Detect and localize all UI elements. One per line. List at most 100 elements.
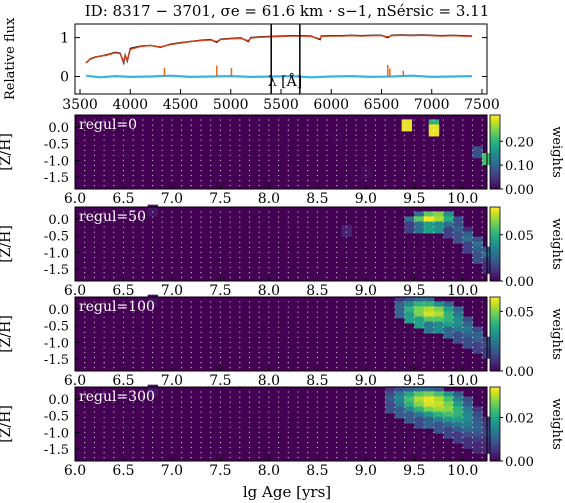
template-dot <box>161 457 163 459</box>
template-dot <box>229 169 231 172</box>
template-dot <box>384 406 386 408</box>
colorbar-band <box>490 276 500 280</box>
template-dot <box>316 256 318 259</box>
template-dot <box>413 341 415 343</box>
template-dot <box>307 421 309 423</box>
template-dot <box>190 367 192 369</box>
colorbar-band <box>490 346 500 350</box>
template-dot <box>190 346 192 349</box>
template-dot <box>413 362 415 364</box>
template-dot <box>93 311 95 313</box>
template-dot <box>471 164 474 167</box>
template-dot <box>190 401 192 403</box>
template-dot <box>336 406 338 408</box>
template-dot <box>355 277 357 279</box>
template-dot <box>142 331 144 333</box>
template-dot <box>452 174 454 177</box>
template-dot <box>433 356 435 359</box>
template-dot <box>316 336 318 338</box>
template-dot <box>103 401 105 403</box>
template-dot <box>229 321 231 323</box>
template-dot <box>171 311 173 313</box>
template-dot <box>345 174 347 177</box>
template-dot <box>345 321 347 323</box>
template-dot <box>394 129 396 131</box>
template-dot <box>433 261 435 264</box>
template-dot <box>113 119 115 121</box>
colorbar-band <box>490 451 500 455</box>
template-dot <box>103 266 105 269</box>
regul-annotation: regul=100 <box>79 299 155 315</box>
template-dot <box>433 256 435 259</box>
template-dot <box>355 326 357 328</box>
template-dot <box>452 411 454 413</box>
template-dot <box>287 180 289 182</box>
template-dot <box>122 331 125 333</box>
template-dot <box>122 226 125 228</box>
heatmap-cell <box>341 224 352 237</box>
template-dot <box>258 261 260 264</box>
template-dot <box>404 406 406 408</box>
template-dot <box>181 277 183 279</box>
template-dot <box>132 396 134 398</box>
template-dot <box>171 211 173 213</box>
template-dot <box>190 411 192 413</box>
template-dot <box>152 351 154 354</box>
template-dot <box>122 436 125 439</box>
template-dot <box>297 346 299 349</box>
template-dot <box>229 246 231 248</box>
template-dot <box>248 311 251 313</box>
template-dot <box>471 406 474 408</box>
template-dot <box>316 331 318 333</box>
template-dot <box>258 436 260 439</box>
template-dot <box>307 174 309 177</box>
template-dot <box>132 457 134 459</box>
template-dot <box>287 341 289 343</box>
template-dot <box>307 316 309 318</box>
template-dot <box>471 149 474 151</box>
template-dot <box>384 431 386 433</box>
template-dot <box>471 301 474 303</box>
colorbar-band <box>490 316 500 320</box>
template-dot <box>229 180 231 182</box>
template-dot <box>93 406 95 408</box>
template-dot <box>307 144 309 146</box>
template-dot <box>181 231 183 233</box>
template-dot <box>161 159 163 161</box>
template-dot <box>190 272 192 274</box>
colorbar-tick-label: 0.00 <box>505 275 534 290</box>
heatmap-background <box>75 115 487 189</box>
template-dot <box>219 174 221 177</box>
template-dot <box>462 436 464 439</box>
template-dot <box>229 331 231 333</box>
template-dot <box>423 306 425 308</box>
template-dot <box>481 119 483 121</box>
template-dot <box>219 401 221 403</box>
heatmap-xtick-label: 6.0 <box>64 191 86 207</box>
template-dot <box>84 261 86 264</box>
heatmap-cell <box>147 294 159 307</box>
template-dot <box>248 321 251 323</box>
template-dot <box>297 180 299 182</box>
template-dot <box>413 180 415 182</box>
template-dot <box>258 452 260 454</box>
template-dot <box>384 226 386 228</box>
template-dot <box>239 216 241 218</box>
template-dot <box>113 416 115 418</box>
template-dot <box>171 411 173 413</box>
template-dot <box>122 246 125 248</box>
template-dot <box>336 236 338 238</box>
template-dot <box>84 174 86 177</box>
colorbar-band <box>490 329 500 333</box>
template-dot <box>374 159 377 161</box>
template-dot <box>200 336 202 338</box>
template-dot <box>103 185 105 187</box>
template-dot <box>307 331 309 333</box>
template-dot <box>326 431 328 433</box>
template-dot <box>307 216 309 218</box>
template-dot <box>161 149 163 151</box>
template-dot <box>248 356 251 359</box>
template-dot <box>316 351 318 354</box>
template-dot <box>248 241 251 243</box>
template-dot <box>200 426 202 428</box>
